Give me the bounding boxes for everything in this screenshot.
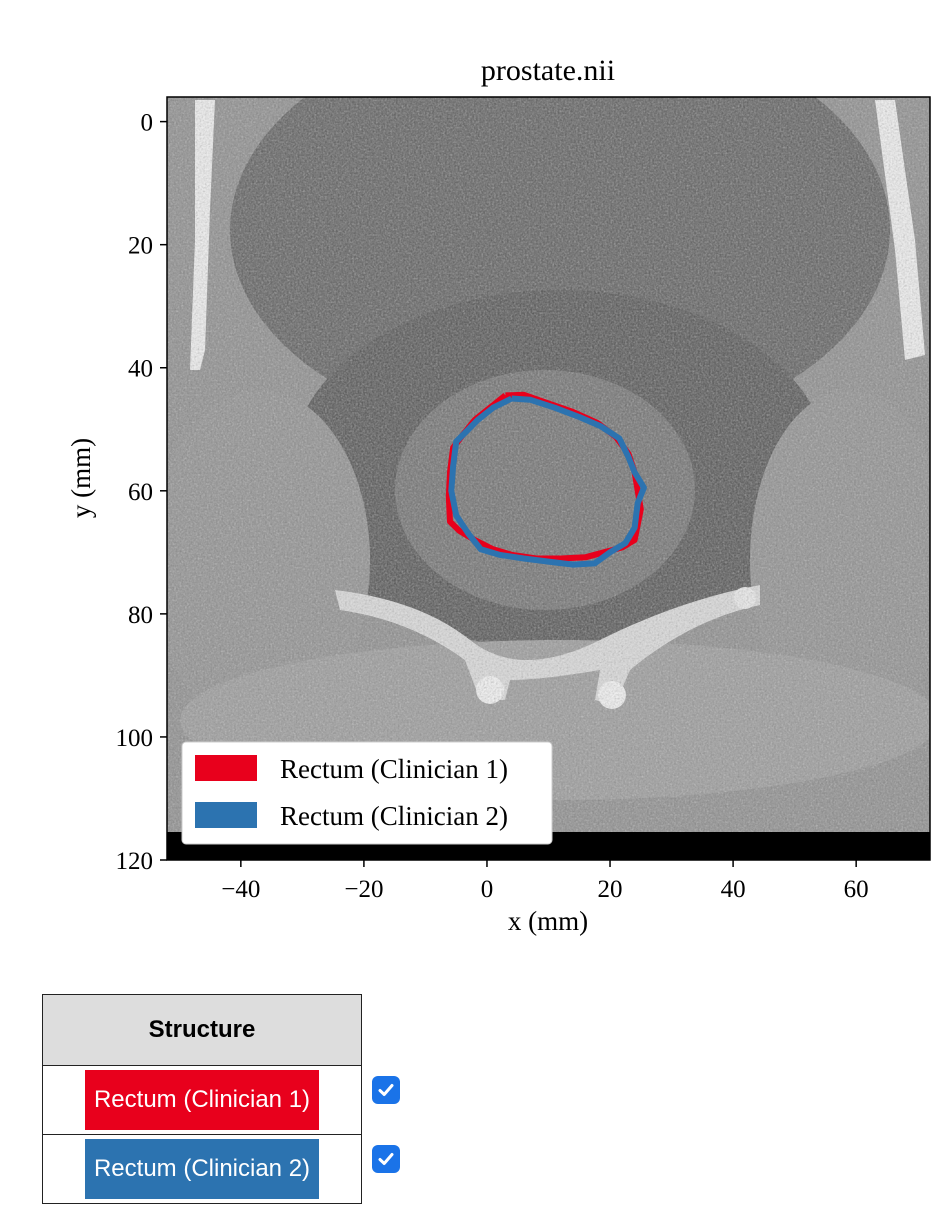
x-tick-label: 20 bbox=[598, 876, 623, 903]
plot-title: prostate.nii bbox=[481, 54, 615, 87]
y-tick-label: 100 bbox=[116, 725, 154, 752]
ct-plot: prostate.nii −40 −20 0 20 40 60 0 20 40 60 80 100 1… bbox=[66, 54, 931, 936]
x-tick-label: 40 bbox=[721, 876, 746, 903]
legend-swatch-clinician-2 bbox=[195, 802, 257, 828]
y-axis-label: y (mm) bbox=[66, 438, 96, 518]
contour-clinician-2 bbox=[448, 395, 647, 568]
x-tick-label: −40 bbox=[221, 876, 260, 903]
structure-label-clinician-2: Rectum (Clinician 2) bbox=[84, 1139, 320, 1199]
visibility-checkbox-clinician-1[interactable] bbox=[372, 1075, 400, 1104]
legend-label-clinician-2: Rectum (Clinician 2) bbox=[280, 801, 508, 831]
checkmark-icon bbox=[378, 1083, 394, 1096]
x-tick-label: 0 bbox=[481, 876, 494, 903]
x-axis: −40 −20 0 20 40 60 bbox=[221, 860, 869, 903]
structure-table: Structure Rectum (Clinician 1) Rectum (C… bbox=[42, 994, 421, 1204]
visibility-checkbox-clinician-2[interactable] bbox=[372, 1144, 400, 1173]
y-tick-label: 80 bbox=[128, 602, 153, 629]
structure-label-clinician-1: Rectum (Clinician 1) bbox=[84, 1070, 320, 1130]
contour-layer bbox=[445, 391, 647, 568]
x-axis-label: x (mm) bbox=[508, 906, 588, 936]
y-tick-label: 0 bbox=[141, 110, 154, 137]
legend-swatch-clinician-1 bbox=[195, 755, 257, 781]
y-tick-label: 60 bbox=[128, 479, 153, 506]
structure-header: Structure bbox=[42, 994, 362, 1066]
y-tick-label: 40 bbox=[128, 356, 153, 383]
y-tick-label: 20 bbox=[128, 233, 153, 260]
y-tick-label: 120 bbox=[116, 848, 154, 875]
x-tick-label: −20 bbox=[344, 876, 383, 903]
table-row: Rectum (Clinician 2) bbox=[42, 1134, 421, 1204]
ct-image bbox=[167, 97, 930, 860]
y-axis: 0 20 40 60 80 100 120 bbox=[116, 110, 167, 875]
table-row: Rectum (Clinician 1) bbox=[42, 1065, 421, 1135]
legend-label-clinician-1: Rectum (Clinician 1) bbox=[280, 754, 508, 784]
x-tick-label: 60 bbox=[844, 876, 869, 903]
axes-frame bbox=[166, 96, 931, 861]
checkmark-icon bbox=[378, 1152, 394, 1165]
legend: Rectum (Clinician 1) Rectum (Clinician 2… bbox=[181, 741, 553, 845]
